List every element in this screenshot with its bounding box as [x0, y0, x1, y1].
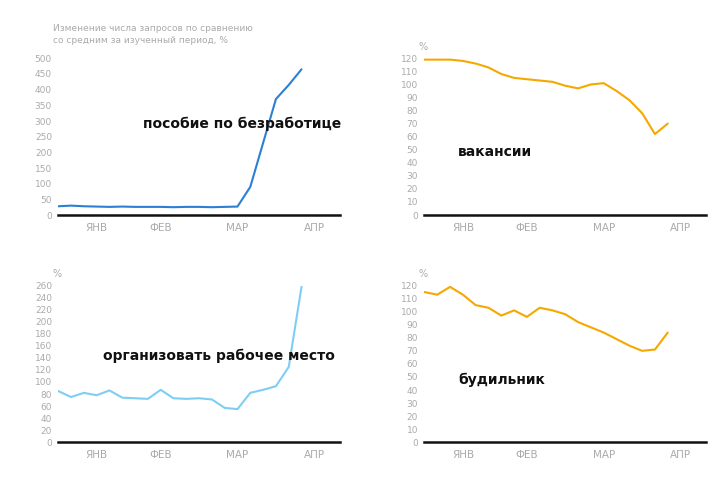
- Text: Изменение числа запросов по сравнению
со средним за изученный период, %: Изменение числа запросов по сравнению со…: [52, 24, 253, 45]
- Text: %: %: [419, 269, 428, 279]
- Text: %: %: [52, 269, 62, 279]
- Text: %: %: [419, 42, 428, 52]
- Text: вакансии: вакансии: [458, 145, 532, 159]
- Text: будильник: будильник: [458, 372, 545, 387]
- Text: пособие по безработице: пособие по безработице: [143, 117, 341, 131]
- Text: организовать рабочее место: организовать рабочее место: [103, 349, 335, 363]
